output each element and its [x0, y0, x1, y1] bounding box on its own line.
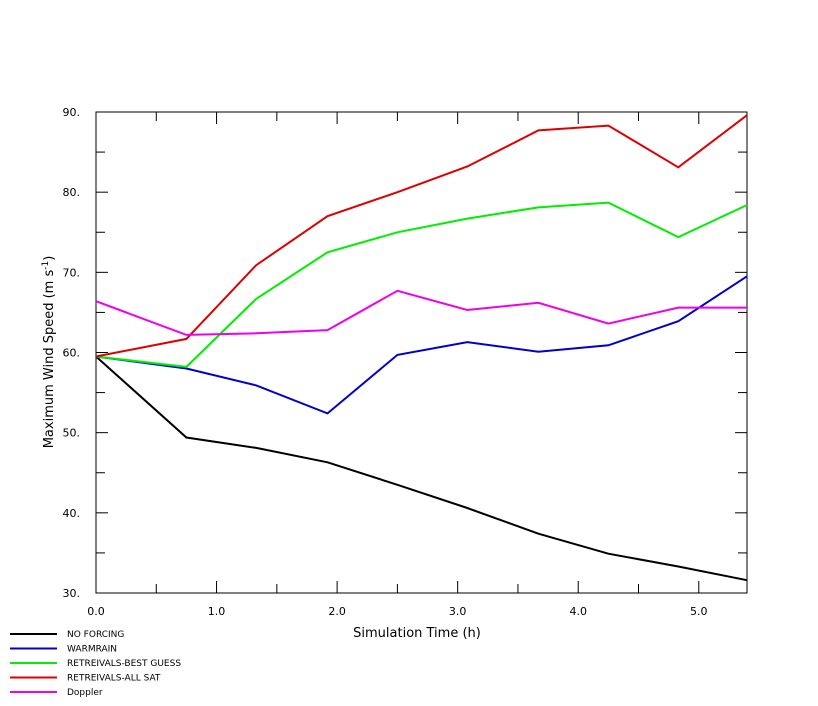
x-tick-labels: 0.0 1.0 2.0 3.0 4.0 5.0 [87, 605, 707, 618]
y-tick-label: 30. [63, 587, 81, 600]
y-tick-label: 50. [63, 427, 81, 440]
series-line [95, 355, 748, 582]
legend-label: WARMRAIN [67, 645, 117, 655]
x-tick-label: 5.0 [690, 605, 708, 618]
legend-label: RETREIVALS-ALL SAT [67, 674, 161, 684]
x-tick-label: 2.0 [328, 605, 346, 618]
y-tick-label: 70. [63, 266, 81, 279]
y-axis-title-close: ) [42, 256, 57, 261]
y-tick-label: 60. [63, 347, 81, 360]
y-axis-title-superscript: -1 [41, 261, 51, 270]
series-line [95, 114, 748, 358]
y-axis-title-main: Maximum Wind Speed (m s [42, 270, 57, 449]
legend: NO FORCING WARMRAIN RETREIVALS-BEST GUESS R… [10, 630, 181, 698]
series-lines [95, 114, 748, 582]
y-axis-title: Maximum Wind Speed (m s-1) [41, 256, 57, 449]
x-tick-label: 4.0 [569, 605, 587, 618]
legend-label: NO FORCING [67, 630, 124, 640]
y-tick-label: 40. [63, 507, 81, 520]
x-tick-label: 0.0 [87, 605, 105, 618]
series-line [95, 201, 748, 368]
y-tick-labels: 30. 40. 50. 60. 70. 80. 90. [63, 106, 81, 600]
x-axis-title: Simulation Time (h) [353, 626, 481, 641]
legend-label: Doppler [67, 688, 103, 698]
y-tick-label: 90. [63, 106, 81, 119]
legend-label: RETREIVALS-BEST GUESS [67, 659, 181, 669]
series-line [95, 289, 747, 336]
axis-ticks [95, 111, 747, 594]
y-tick-label: 80. [63, 186, 81, 199]
x-tick-label: 3.0 [449, 605, 467, 618]
series-line [95, 275, 748, 415]
x-tick-label: 1.0 [208, 605, 226, 618]
